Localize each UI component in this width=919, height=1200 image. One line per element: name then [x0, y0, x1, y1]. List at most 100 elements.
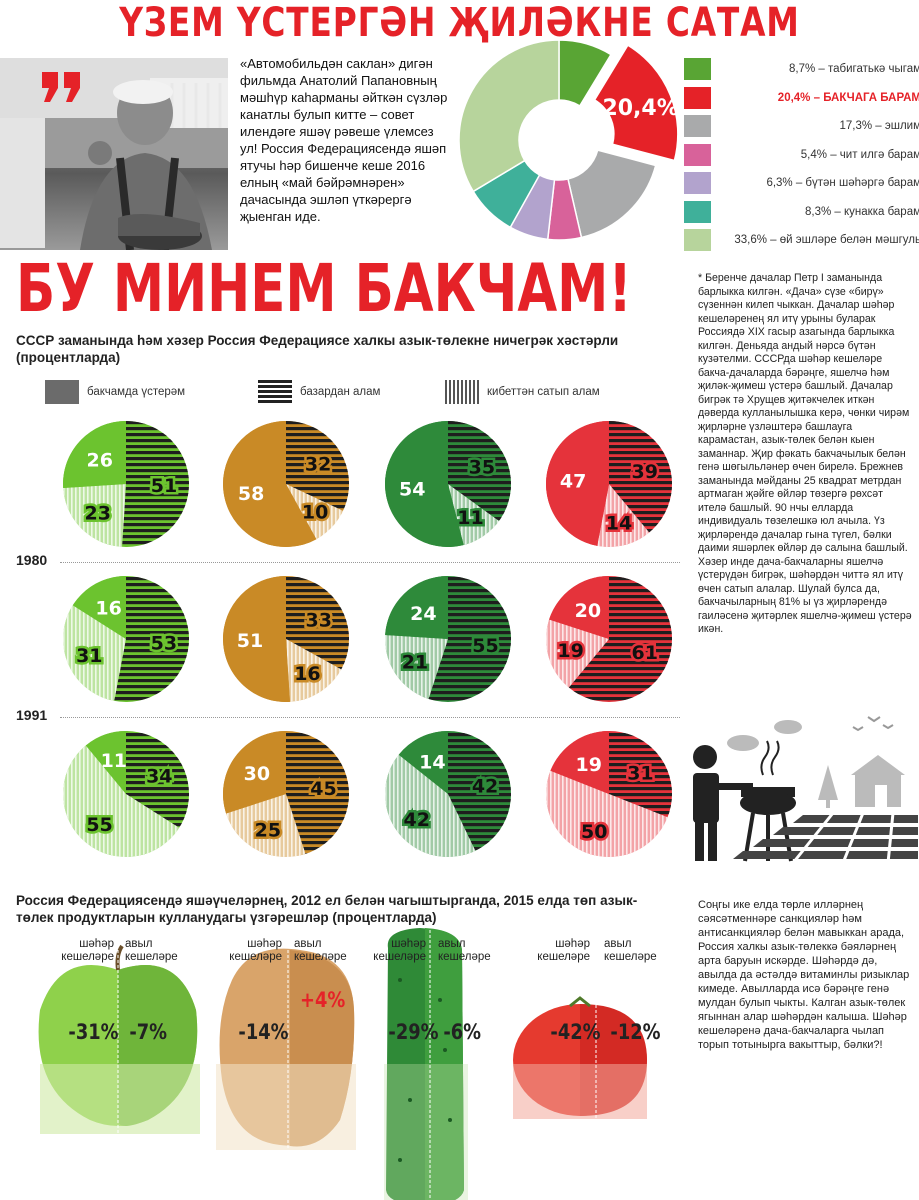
cucumber-city-change: -29%: [388, 1020, 439, 1044]
food-sources-pies: 26 51 23 58 32 10 54 35 11 47 39 14 16 53 31 51 33 16 24 55…: [62, 421, 673, 858]
pie-market-slice: [448, 421, 512, 522]
pies-subtitle: СССР заманында һәм хәзер Россия Федераци…: [16, 333, 619, 365]
pie-market-label: 42: [472, 776, 498, 798]
pie-market-label: 39: [632, 461, 658, 483]
pie-market-slice: [448, 731, 512, 851]
pie-store-label: 10: [302, 501, 328, 523]
legend-market-label: базардан алам: [300, 386, 381, 398]
pie-store-slice: [385, 635, 448, 699]
pie-grow-slice: [398, 731, 448, 794]
pie-now-3: 19 31 50: [546, 731, 672, 857]
pie-store-label: 21: [402, 651, 428, 673]
market-swatch: [258, 380, 292, 404]
pie-1980-3: 47 39 14: [546, 421, 673, 547]
year-label-1991: 1991: [16, 707, 48, 723]
legend-swatch: [684, 172, 711, 194]
pie-market-label: 31: [627, 763, 653, 785]
legend-store-label: кибеттән сатып алам: [487, 386, 600, 398]
pie-grow-label: 54: [399, 479, 425, 501]
donut-legend-item: 17,3% – эшлим: [684, 115, 919, 137]
store-swatch: [445, 380, 479, 404]
donut-legend-item: 8,7% – табигатькә чыгам: [684, 58, 919, 80]
potato-icon: [216, 948, 356, 1150]
pie-store-label: 23: [84, 502, 110, 524]
pie-store-label: 11: [457, 507, 483, 529]
potato-city-change: -14%: [238, 1020, 289, 1044]
donut-legend-item: 33,6% – өй эшләре белән мәшгуль: [684, 229, 919, 251]
legend-swatch: [684, 200, 711, 223]
cucumber-icon: [384, 928, 468, 1200]
pie-market-slice: [122, 421, 189, 547]
tomato-city-label: шәһәр кешеләре: [537, 938, 590, 963]
potato-rural-change: +4%: [299, 988, 346, 1012]
pie-market-label: 32: [305, 454, 331, 476]
pie-now-0: 11 34 55: [62, 731, 189, 857]
legend-swatch: [684, 86, 711, 109]
pie-grow-slice: [63, 421, 126, 488]
legend-key-store: кибеттән сатып алам: [445, 380, 600, 404]
legend-swatch: [684, 229, 711, 251]
quote-mark-icon: [42, 72, 80, 102]
tomato-rural-label: авыл кешеләре: [604, 938, 657, 963]
pie-store-slice: [546, 619, 609, 688]
legend-swatch: [684, 115, 711, 137]
pie-store-label: 19: [557, 640, 583, 662]
legend-swatch: [684, 58, 711, 80]
pie-grow-slice: [72, 576, 126, 639]
pie-1991-3: 20 61 19: [546, 576, 672, 702]
page-title: ҮЗЕМ ҮСТЕРГӘН ҖИЛӘКНЕ САТАМ: [119, 0, 800, 46]
apple-icon: [38, 944, 200, 1134]
pie-grow-label: 19: [576, 754, 602, 776]
pie-market-slice: [428, 576, 512, 702]
holiday-donut-chart: 20,4%: [458, 39, 679, 241]
pie-grow-slice: [385, 576, 448, 639]
pie-grow-label: 14: [419, 752, 445, 774]
pie-grow-slice: [222, 576, 290, 702]
pie-1991-1: 51 33 16: [222, 576, 349, 702]
pie-market-label: 33: [305, 610, 331, 632]
donut-slice-2: [567, 149, 657, 239]
apple-rural-label: авыл кешеләре: [125, 938, 178, 963]
pie-grow-label: 26: [87, 449, 113, 471]
pie-grow-slice: [550, 731, 609, 794]
donut-slice-0: [558, 39, 613, 107]
pie-market-slice: [568, 576, 672, 702]
produce-illustrations: [38, 925, 647, 1200]
pie-grow-slice: [385, 421, 464, 547]
legend-label: 8,3% – кунакка барам: [805, 205, 919, 218]
pie-1991-2: 24 55 21: [385, 576, 512, 702]
pie-grow-label: 20: [575, 600, 601, 622]
potato-rural-label: авыл кешеләре: [294, 938, 347, 963]
pie-store-label: 42: [404, 809, 430, 831]
year-divider: [60, 562, 680, 563]
pie-1980-0: 26 51 23: [63, 421, 189, 547]
sanctions-sidebar: Соңгы ике елда төрле илләрнең сәясәтменн…: [698, 899, 910, 1051]
pie-market-slice: [609, 731, 672, 818]
pie-grow-slice: [222, 731, 286, 814]
donut-legend-item: 20,4% – БАКЧАГА БАРАМ: [684, 86, 919, 109]
photo-illustration: [0, 58, 228, 250]
pie-market-label: 53: [151, 633, 177, 655]
legend-label: 8,7% – табигатькә чыгам: [788, 63, 919, 75]
donut-slice-6: [458, 39, 560, 193]
pie-grow-slice: [546, 421, 609, 546]
apple-city-change: -31%: [68, 1020, 119, 1044]
tomato-city-change: -42%: [550, 1020, 601, 1044]
legend-key-market: базардан алам: [258, 380, 380, 404]
pie-now-1: 30 45 25: [222, 731, 349, 857]
donut-legend-item: 5,4% – чит илгә барам: [684, 143, 919, 166]
tomato-rural-change: -12%: [610, 1020, 661, 1044]
legend-grow-label: бакчамда үстерәм: [87, 386, 186, 398]
history-sidebar: * Беренче дачалар Петр I заманында барлы…: [698, 272, 912, 635]
donut-slice-1: [593, 44, 679, 162]
legend-label: 17,3% – эшлим: [839, 120, 919, 132]
legend-label: 5,4% – чит илгә барам: [800, 148, 919, 161]
legend-label: 6,3% – бүтән шәһәргә барам: [766, 177, 919, 189]
cucumber-rural-label: авыл кешеләре: [438, 938, 491, 963]
pie-market-label: 55: [472, 635, 498, 657]
pie-store-label: 31: [76, 645, 102, 667]
pie-market-slice: [286, 576, 349, 670]
pie-store-label: 50: [581, 821, 607, 843]
grow-swatch: [45, 380, 79, 404]
cucumber-city-label: шәһәр кешеләре: [373, 938, 426, 963]
